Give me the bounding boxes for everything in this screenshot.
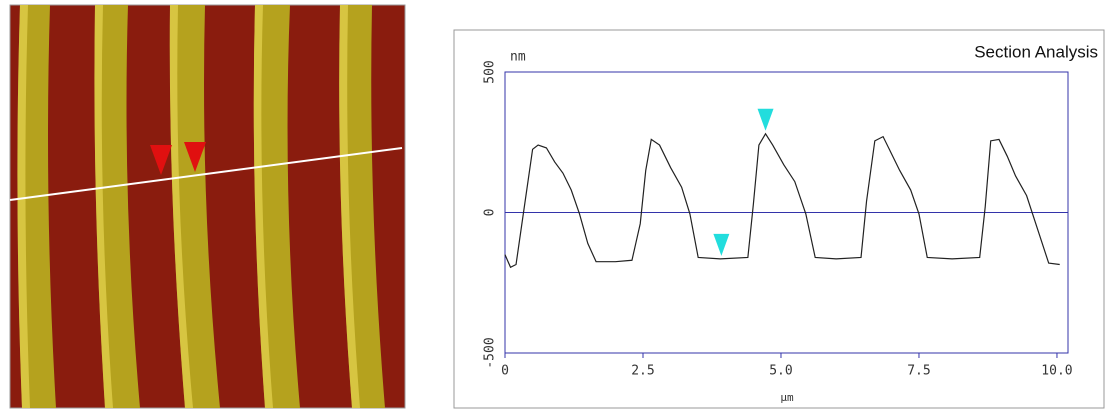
y-tick-label: -500	[483, 337, 498, 368]
x-tick-label: 5.0	[769, 364, 792, 379]
profile-line	[505, 134, 1060, 267]
x-tick-label: 7.5	[907, 364, 930, 379]
y-tick-label: 0	[483, 209, 498, 217]
afm-image	[10, 5, 405, 408]
cursor-marker	[758, 109, 774, 131]
x-tick-label: 2.5	[631, 364, 654, 379]
chart-title: Section Analysis	[974, 42, 1098, 61]
chart-frame	[454, 30, 1104, 408]
y-tick-label: 500	[483, 60, 498, 83]
figure: Section Analysis nm μm -500050002.55.07.…	[0, 0, 1107, 410]
cursor-marker	[713, 234, 729, 256]
x-tick-label: 0	[501, 364, 509, 379]
y-axis-label: nm	[510, 50, 526, 65]
page: {"chart_data": {"type": "line", "title":…	[0, 0, 1107, 410]
x-axis-label: μm	[780, 391, 794, 404]
x-tick-label: 10.0	[1041, 364, 1072, 379]
